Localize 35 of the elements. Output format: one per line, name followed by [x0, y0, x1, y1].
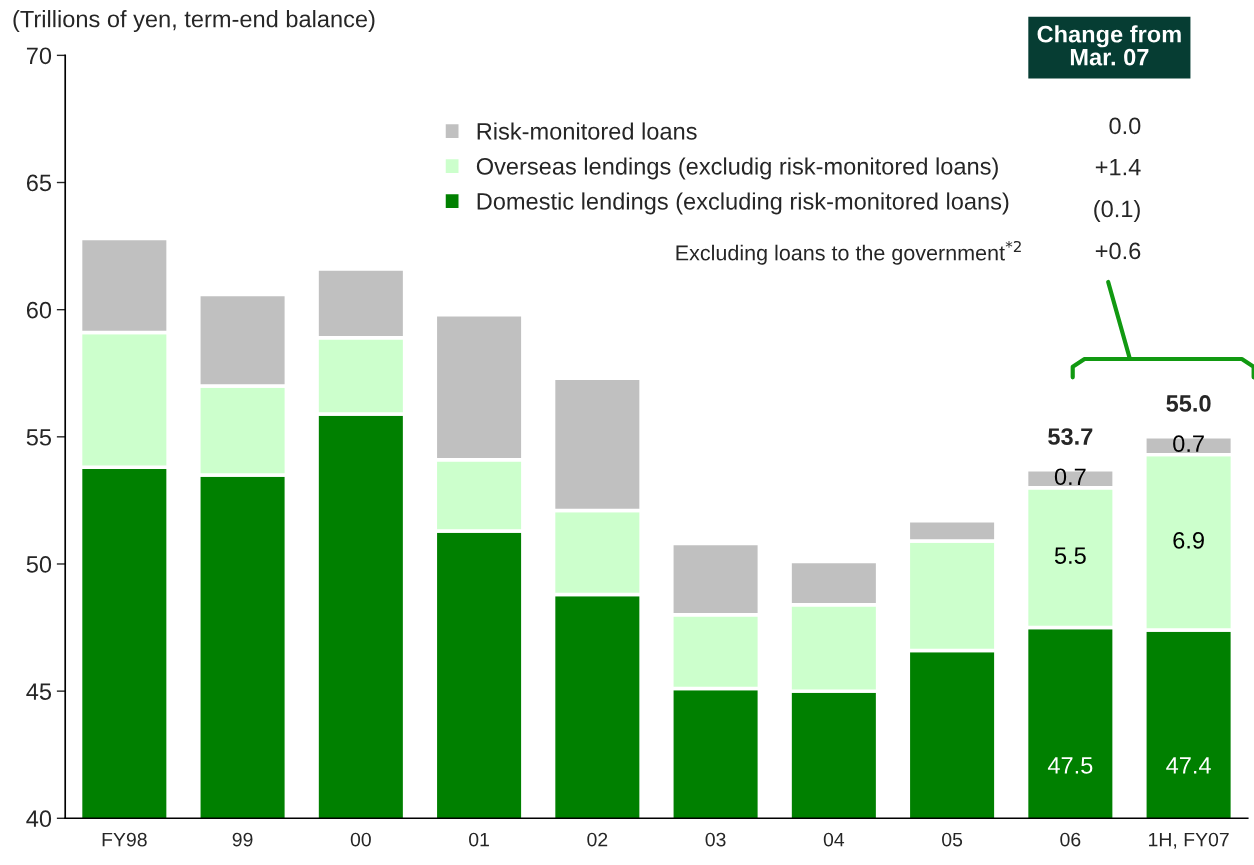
annotation: Excluding loans to the government$^{*2}$ [676, 240, 1021, 265]
y-tick-label: 60 [26, 301, 52, 319]
y-tick-label: 45 [26, 683, 52, 700]
data-label: 5.5 [1054, 547, 1086, 564]
y-tick-label: 50 [26, 556, 52, 573]
annotation: 0.0 [1109, 117, 1141, 135]
data-label: 0.7 [1054, 468, 1086, 486]
annotation: (0.1) [1094, 199, 1140, 222]
data-label: 0.7 [1173, 435, 1204, 453]
total-label: 55.0 [1166, 395, 1211, 412]
data-label: 47.4 [1166, 757, 1211, 774]
legend-label: Overseas lendings (excludig risk-monitored loans) [476, 157, 998, 180]
total-label: 53.7 [1048, 428, 1093, 445]
x-tick-label: 06 [1060, 832, 1081, 847]
legend-label: Risk-monitored loans [477, 122, 697, 140]
legend-label: Domestic lendings (excluding risk-monitored loans) [477, 192, 1009, 215]
y-tick-label: 40 [26, 810, 52, 828]
text: (Trillions of yen, term-end balance) [13, 10, 375, 33]
x-tick-label: 01 [469, 832, 489, 847]
x-tick-label: 05 [942, 832, 963, 847]
annotation: +1.4 [1095, 158, 1141, 176]
x-tick-label: 00 [350, 832, 371, 847]
x-tick-label: 02 [587, 832, 608, 847]
data-label: 47.5 [1047, 757, 1093, 774]
annotation: Change from Mar. 07 [1037, 25, 1181, 66]
data-label: 6.9 [1173, 531, 1204, 549]
x-tick-label: 1H, FY07 [1149, 832, 1229, 849]
annotation: +0.6 [1095, 242, 1141, 260]
y-tick-label: 70 [26, 47, 52, 65]
y-tick-label: 65 [26, 174, 52, 192]
y-tick-label: 55 [26, 429, 52, 446]
x-tick-label: 99 [232, 832, 253, 847]
x-tick-label: 04 [823, 832, 845, 847]
x-tick-label: 03 [705, 832, 726, 847]
x-tick-label: FY98 [102, 832, 147, 847]
